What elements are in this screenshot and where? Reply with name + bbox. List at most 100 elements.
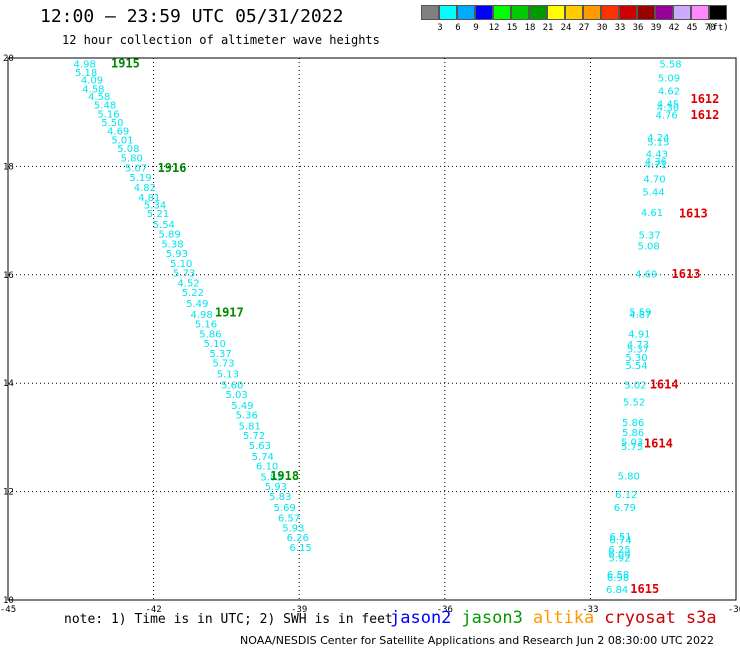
- wave-height-label: 6.25: [608, 545, 630, 556]
- wave-height-label: 4.69: [635, 270, 657, 281]
- wave-height-label: 5.72: [243, 431, 265, 442]
- wave-height-label: 5.75: [621, 442, 643, 453]
- wave-height-label: 6.58: [607, 570, 629, 581]
- wave-height-label: 5.30: [625, 353, 647, 364]
- footnote: note: 1) Time is in UTC; 2) SWH is in fe…: [64, 612, 393, 627]
- wave-height-label: 4.69: [107, 127, 129, 138]
- y-tick-label: 18: [3, 162, 14, 172]
- wave-height-label: 5.54: [153, 220, 175, 231]
- wave-height-label: 5.50: [101, 118, 123, 129]
- page-title: 12:00 – 23:59 UTC 05/31/2022: [40, 6, 344, 27]
- wave-height-label: 6.79: [614, 503, 636, 514]
- wave-height-label: 5.15: [647, 137, 669, 148]
- color-swatch-4: [493, 5, 511, 20]
- y-tick-label: 12: [3, 488, 14, 498]
- wave-height-label: 4.71: [645, 160, 667, 171]
- wave-height-label: 6.74: [609, 535, 631, 546]
- wave-height-label: 5.36: [236, 411, 258, 422]
- color-swatch-6: [529, 5, 547, 20]
- wave-height-label: 4.43: [646, 149, 668, 160]
- pass-time-label: 1613: [679, 206, 708, 220]
- color-swatch-1: [439, 5, 457, 20]
- wave-height-label: 4.52: [177, 278, 199, 289]
- color-scale-label: 70: [704, 23, 716, 33]
- wave-height-label: 5.60: [221, 380, 243, 391]
- color-swatch-13: [655, 5, 673, 20]
- wave-height-label: 5.83: [269, 492, 291, 503]
- color-scale-label: 30: [596, 23, 608, 33]
- wave-height-label: 4.73: [627, 340, 649, 351]
- x-tick-label: -30: [728, 605, 740, 615]
- color-scale-label: 12: [488, 23, 500, 33]
- wave-height-label: 4.24: [647, 133, 669, 144]
- color-swatch-11: [619, 5, 637, 20]
- y-tick-label: 10: [3, 596, 14, 606]
- wave-height-label: 5.18: [75, 68, 97, 79]
- wave-height-label: 5.86: [622, 418, 644, 429]
- color-scale-label: 33: [614, 23, 626, 33]
- wave-height-label: 5.08: [117, 144, 139, 155]
- color-scale-label: 21: [542, 23, 554, 33]
- wave-height-label: 5.73: [173, 269, 195, 280]
- wave-height-label: 5.38: [161, 239, 183, 250]
- pass-time-label: 1613: [672, 267, 701, 281]
- wave-height-label: 5.58: [659, 59, 681, 70]
- pass-time-label: 1917: [215, 306, 244, 320]
- wave-height-label: 5.81: [239, 421, 261, 432]
- wave-height-label: 5.48: [94, 101, 116, 112]
- wave-height-label: 4.70: [643, 174, 665, 185]
- wave-height-label: 5.74: [252, 452, 274, 463]
- pass-time-label: 1915: [111, 56, 140, 70]
- pass-time-label: 1612: [690, 92, 719, 106]
- wave-height-label: 5.10: [204, 339, 226, 350]
- wave-height-label: 6.51: [609, 532, 631, 543]
- wave-height-label: 4.98: [74, 59, 96, 70]
- color-scale-legend: 3 6 9 12 15 18 21 24 27 30 33 36 39 42 45 70 (ft): [421, 5, 729, 35]
- wave-height-label: 6.15: [290, 543, 312, 554]
- wave-height-label: 5.83: [260, 472, 282, 483]
- color-swatch-9: [583, 5, 601, 20]
- wave-height-label: 5.37: [627, 345, 649, 356]
- x-tick-label: -45: [0, 605, 16, 615]
- wave-height-label: 5.37: [638, 231, 660, 242]
- wave-height-label: 5.01: [111, 135, 133, 146]
- series-jason3: jason3: [461, 608, 523, 628]
- pass-time-label: 1614: [644, 436, 673, 450]
- color-swatch-8: [565, 5, 583, 20]
- series-altika: altika: [532, 608, 595, 628]
- wave-height-label: 5.13: [217, 369, 239, 380]
- wave-height-label: 4.76: [655, 110, 677, 121]
- wave-height-label: 5.49: [231, 401, 253, 412]
- color-scale-label: 18: [524, 23, 536, 33]
- wave-height-label: 4.36: [645, 157, 667, 168]
- wave-height-label: 5.92: [608, 554, 630, 565]
- color-scale-label: 9: [473, 23, 479, 33]
- wave-height-label: 5.09: [658, 74, 680, 85]
- wave-height-label: 5.93: [282, 523, 304, 534]
- color-scale-label: 36: [632, 23, 644, 33]
- x-tick-label: -39: [291, 605, 307, 615]
- color-swatch-5: [511, 5, 529, 20]
- wave-height-label: 5.21: [147, 209, 169, 220]
- wave-height-label: 5.89: [158, 230, 180, 241]
- wave-height-label: 5.22: [182, 288, 204, 299]
- wave-height-label: 6.84: [606, 585, 628, 596]
- wave-height-label: 5.44: [642, 187, 664, 198]
- y-tick-label: 14: [3, 379, 14, 389]
- color-swatch-0: [421, 5, 439, 20]
- wave-height-label: 5.03: [225, 390, 247, 401]
- wave-height-label: 5.34: [144, 200, 166, 211]
- pass-time-label: 1918: [270, 469, 299, 483]
- color-swatch-2: [457, 5, 475, 20]
- color-swatch-15: [691, 5, 709, 20]
- wave-height-label: 5.03: [621, 438, 643, 449]
- color-swatch-3: [475, 5, 493, 20]
- wave-height-label: 5.49: [186, 299, 208, 310]
- wave-height-label: 4.91: [628, 329, 650, 340]
- page-subtitle: 12 hour collection of altimeter wave hei…: [62, 33, 380, 47]
- wave-height-label: 5.52: [623, 398, 645, 409]
- color-swatch-10: [601, 5, 619, 20]
- wave-height-label: 4.61: [641, 208, 663, 219]
- color-scale-unit: (ft): [707, 23, 729, 33]
- wave-height-label: 6.12: [615, 490, 637, 501]
